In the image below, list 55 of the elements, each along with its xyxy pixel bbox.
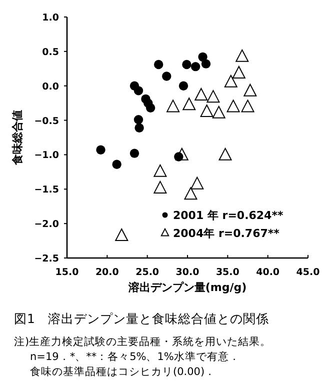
point [201, 59, 211, 68]
point [198, 52, 208, 62]
text: 食味の基準品種はコシヒカリ(0.00)． [30, 365, 216, 378]
point [226, 100, 240, 112]
point [212, 106, 226, 118]
x-axis-title: 溶出デンプン量(mg/g) [127, 281, 247, 294]
x-tick-label: 20.0 [95, 267, 120, 278]
point [96, 145, 106, 154]
point [190, 62, 200, 72]
point [134, 114, 144, 124]
point [194, 88, 208, 100]
y-tick-label: 0.5 [42, 46, 59, 58]
point [134, 123, 144, 132]
point [146, 103, 156, 112]
legend-label: 2001 年 r=0.624** [173, 209, 284, 222]
y-axis-title: 食味総合値 [11, 110, 24, 166]
x-tick-label: 15.0 [55, 267, 80, 278]
y-tick-label: −2.0 [34, 219, 60, 230]
x-tick-label: 30.0 [176, 267, 200, 278]
point [162, 72, 172, 81]
x-tick-label: 35.0 [216, 267, 240, 278]
x-tick-label: 25.0 [136, 267, 160, 278]
point [232, 66, 246, 78]
text: n=19．*、**：各々5%、1%水準で有意． [30, 350, 240, 363]
point [184, 187, 198, 200]
x-tick-label: 40.0 [256, 267, 280, 278]
point [206, 90, 220, 103]
y-tick-label: −1.5 [34, 184, 59, 196]
y-tick-label: −1.0 [34, 150, 60, 162]
text: 図1 溶出デンプン量と食味総合値との関係 [14, 311, 269, 326]
point [134, 86, 144, 96]
point [154, 60, 164, 70]
point [224, 74, 238, 88]
text: 注)生産力検定試験の主要品種・系統を用いた結果。 [14, 335, 272, 348]
point [182, 60, 192, 70]
y-tick-label: 1.0 [42, 12, 60, 24]
point [200, 104, 214, 118]
point [241, 100, 254, 112]
legend-label: 2004年 r=0.767** [173, 227, 280, 240]
x-tick-label: 45.0 [296, 267, 320, 278]
point [166, 100, 180, 112]
point [112, 160, 122, 169]
point [154, 180, 167, 194]
point [236, 49, 249, 62]
point [190, 176, 204, 190]
y-tick-label: 0.0 [42, 81, 60, 92]
point [244, 84, 257, 96]
point [178, 81, 188, 90]
point [130, 148, 140, 158]
point [218, 148, 232, 160]
point [154, 164, 167, 177]
y-tick-label: −0.5 [34, 116, 59, 127]
point [182, 98, 196, 110]
y-tick-label: −2.5 [34, 254, 59, 264]
point [115, 228, 128, 241]
